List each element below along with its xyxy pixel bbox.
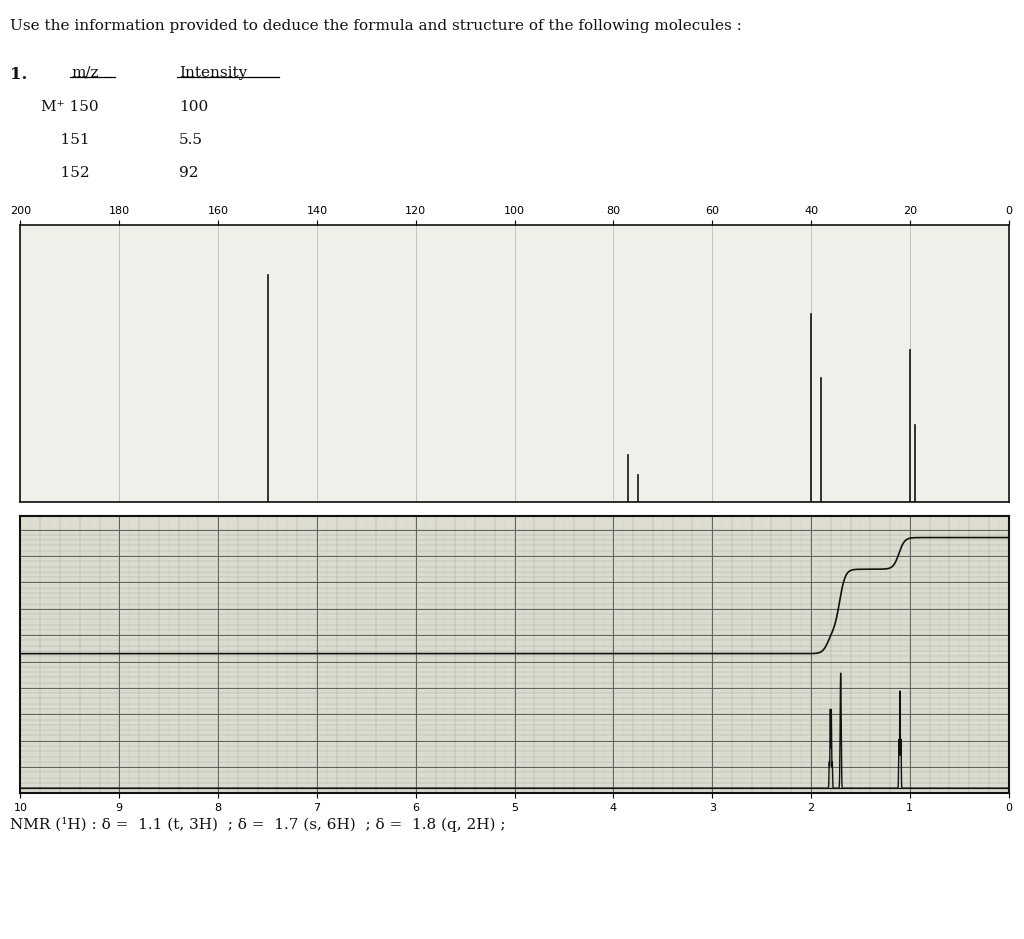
Text: 151: 151: [41, 133, 89, 147]
Text: 152: 152: [41, 166, 89, 180]
Text: 5.5: 5.5: [179, 133, 203, 147]
Text: m/z: m/z: [72, 66, 99, 80]
Text: M⁺ 150: M⁺ 150: [41, 100, 98, 115]
Text: 1.: 1.: [10, 66, 28, 83]
Text: 92: 92: [179, 166, 199, 180]
Text: NMR (¹H) : δ =  1.1 (t, 3H)  ; δ =  1.7 (s, 6H)  ; δ =  1.8 (q, 2H) ;: NMR (¹H) : δ = 1.1 (t, 3H) ; δ = 1.7 (s,…: [10, 817, 506, 832]
Text: Intensity: Intensity: [179, 66, 248, 80]
Text: Use the information provided to deduce the formula and structure of the followin: Use the information provided to deduce t…: [10, 19, 742, 33]
Text: 100: 100: [179, 100, 209, 115]
